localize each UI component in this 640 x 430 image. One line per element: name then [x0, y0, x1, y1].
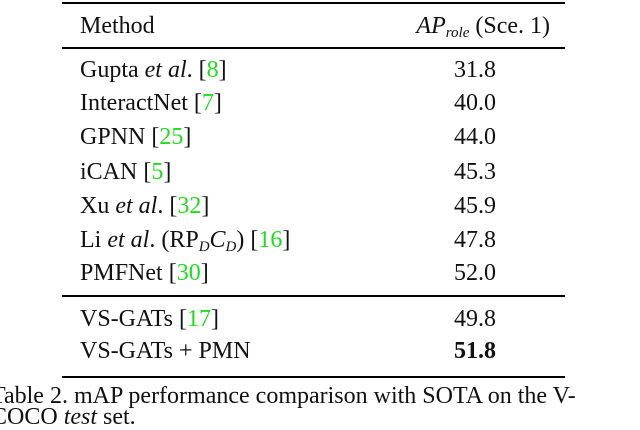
header-row: Method AProle (Sce. 1)	[80, 9, 560, 43]
cell-text: et al	[115, 193, 158, 219]
cell-text: ]	[218, 57, 227, 83]
cell-text: 52.0	[454, 260, 496, 286]
method-cell: PMFNet [30]	[80, 256, 209, 290]
method-cell: Gupta et al. [8]	[80, 53, 227, 87]
cell-text: ]	[163, 159, 172, 185]
cell-text: ]	[200, 260, 209, 286]
cell-text: . [	[157, 193, 178, 219]
citation-link[interactable]: 25	[159, 124, 184, 150]
cell-text: iCAN [	[80, 159, 152, 185]
cell-text: Xu	[80, 193, 116, 219]
cell-text: . [	[186, 57, 207, 83]
cell-text: D	[198, 239, 210, 255]
citation-link[interactable]: 32	[177, 193, 202, 219]
cell-text: et al	[107, 227, 150, 253]
header-method: Method	[80, 13, 155, 39]
table-row: VS-GATs [17] 49.8	[80, 302, 560, 336]
citation-link[interactable]: 5	[151, 159, 164, 185]
cell-text: Li	[80, 227, 108, 253]
cell-text: VS-GATs [	[80, 306, 187, 332]
citation-link[interactable]: 8	[206, 57, 219, 83]
cell-text: 44.0	[454, 124, 496, 150]
group-rule	[62, 295, 565, 297]
best-value: 51.8	[454, 338, 496, 364]
cell-text: D	[225, 239, 237, 255]
cell-text: role	[445, 25, 470, 41]
table-row: PMFNet [30] 52.0	[80, 256, 560, 290]
bottom-rule	[62, 376, 565, 378]
cell-text: 45.9	[454, 193, 496, 219]
cell-text: VS-GATs + PMN	[80, 338, 251, 364]
table-row: InteractNet [7] 40.0	[80, 86, 560, 120]
table-caption: Table 2. mAP performance comparison with…	[0, 383, 640, 430]
cell-text: PMFNet [	[80, 260, 177, 286]
cell-text: 45.3	[454, 159, 496, 185]
cell-text: GPNN [	[80, 124, 160, 150]
method-cell: VS-GATs [17]	[80, 302, 219, 336]
cell-text: 49.8	[454, 306, 496, 332]
cell-text: InteractNet [	[80, 90, 202, 116]
citation-link[interactable]: 17	[187, 306, 211, 332]
cell-text: et al	[144, 57, 187, 83]
header-rule	[62, 47, 565, 49]
cell-text: ]	[211, 306, 219, 332]
citation-link[interactable]: 30	[176, 260, 201, 286]
method-cell: Xu et al. [32]	[80, 189, 209, 223]
header-metric: AProle (Sce. 1)	[416, 9, 550, 43]
method-cell: Li et al. (RPDCD) [16]	[80, 223, 290, 257]
cell-text: ]	[183, 124, 192, 150]
cell-text: set.	[97, 404, 136, 430]
table-row: Xu et al. [32] 45.9	[80, 189, 560, 223]
cell-text: ]	[213, 90, 222, 116]
method-cell: iCAN [5]	[80, 155, 171, 189]
cell-text: C	[209, 227, 226, 253]
cell-text: 47.8	[454, 227, 496, 253]
table-row: iCAN [5] 45.3	[80, 155, 560, 189]
cell-text: test	[63, 404, 98, 430]
citation-link[interactable]: 7	[201, 90, 214, 116]
cell-text: AP	[416, 13, 446, 39]
cell-text: 31.8	[454, 57, 496, 83]
cell-text: Gupta	[80, 57, 145, 83]
cell-text: ]	[282, 227, 291, 253]
cell-text: . (RP	[149, 227, 199, 253]
table-row: VS-GATs + PMN 51.8	[80, 334, 560, 368]
top-rule	[62, 2, 565, 4]
citation-link[interactable]: 16	[258, 227, 283, 253]
cell-text: 40.0	[454, 90, 496, 116]
cell-text: ) [	[236, 227, 259, 253]
method-cell: GPNN [25]	[80, 120, 191, 154]
table-row: Li et al. (RPDCD) [16] 47.8	[80, 223, 560, 257]
cell-text: (Sce. 1)	[469, 13, 550, 39]
table-row: GPNN [25] 44.0	[80, 120, 560, 154]
cell-text: Table 2. mAP performance comparison with…	[0, 383, 576, 409]
cell-text: COCO	[0, 404, 58, 430]
table-row: Gupta et al. [8] 31.8	[80, 53, 560, 87]
cell-text: ]	[201, 193, 210, 219]
method-cell: InteractNet [7]	[80, 86, 222, 120]
